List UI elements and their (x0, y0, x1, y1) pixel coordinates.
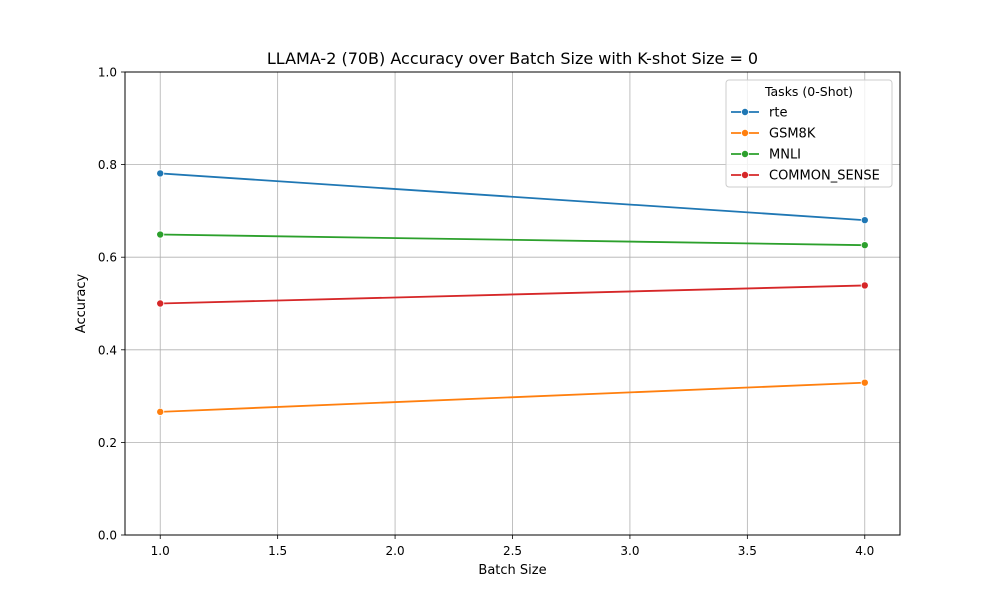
series-line (159, 233, 866, 247)
legend-marker-swatch (741, 128, 750, 137)
y-tick-label: 0.4 (98, 343, 117, 357)
y-tick-label: 0.0 (98, 529, 117, 543)
series-common-sense (156, 281, 869, 308)
x-axis-label: Batch Size (478, 563, 546, 578)
legend-item: COMMON_SENSE (731, 169, 880, 184)
x-tick-label: 1.5 (268, 544, 287, 558)
legend-label: MNLI (769, 148, 801, 163)
legend-items: rte GSM8K MNLI COMMON_SENSE (731, 106, 880, 184)
legend-item: GSM8K (731, 127, 816, 142)
data-point (156, 169, 165, 178)
tick-layer: 1.0 1.5 2.0 2.5 3.0 3.5 4.0 0.0 0.2 0.4 0.6 0.8 1.0 (98, 66, 874, 559)
legend: Tasks (0-Shot) rte GSM8K MNLI COMMON_SENSE (725, 79, 893, 188)
data-point (156, 299, 165, 308)
legend-marker-swatch (741, 149, 750, 158)
x-tick-label: 4.0 (855, 544, 874, 558)
legend-marker-swatch (741, 170, 750, 179)
y-tick-label: 1.0 (98, 66, 117, 80)
data-point (156, 407, 165, 416)
data-point (860, 378, 869, 387)
legend-box (725, 79, 893, 188)
x-tick-label: 2.5 (503, 544, 522, 558)
legend-title: Tasks (0-Shot) (764, 84, 853, 99)
y-tick-label: 0.8 (98, 158, 117, 172)
legend-marker-swatch (741, 108, 750, 117)
chart-title: LLAMA-2 (70B) Accuracy over Batch Size w… (267, 49, 758, 68)
series-line (159, 284, 866, 305)
series-line (159, 381, 866, 413)
series-rte (156, 169, 869, 225)
x-tick-label: 2.0 (386, 544, 405, 558)
legend-label: rte (769, 106, 787, 121)
x-tick-label: 3.0 (620, 544, 639, 558)
series-line (159, 172, 866, 222)
series-gsm8k (156, 378, 869, 416)
legend-item: MNLI (731, 148, 801, 163)
series-mnli (156, 230, 869, 250)
y-tick-label: 0.6 (98, 251, 117, 265)
x-tick-label: 3.5 (738, 544, 757, 558)
data-point (860, 241, 869, 250)
legend-label: COMMON_SENSE (769, 169, 880, 184)
y-tick-label: 0.2 (98, 436, 117, 450)
legend-item: rte (731, 106, 787, 121)
data-point (860, 281, 869, 290)
y-axis-label: Accuracy (74, 274, 89, 334)
data-point (156, 230, 165, 239)
series-layer (156, 169, 869, 416)
data-point (860, 216, 869, 225)
x-tick-label: 1.0 (151, 544, 170, 558)
legend-label: GSM8K (769, 127, 816, 142)
